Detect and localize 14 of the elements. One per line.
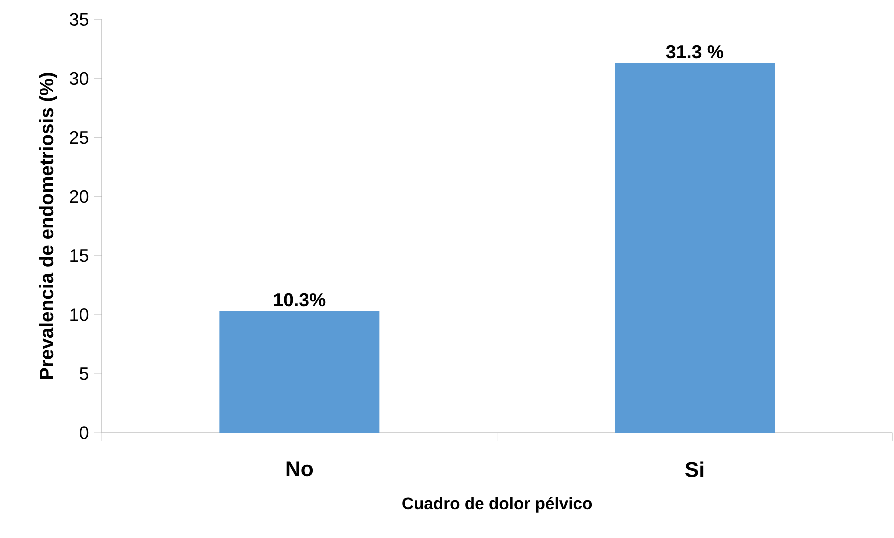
data-label: 31.3 % <box>666 45 724 59</box>
y-tick-label: 15 <box>70 250 89 262</box>
y-tick-label: 0 <box>80 426 89 440</box>
x-axis-title: Cuadro de dolor pélvico <box>402 497 592 513</box>
x-tick-label: No <box>286 462 314 477</box>
data-label: 10.3% <box>274 293 326 307</box>
y-tick-label: 25 <box>70 131 89 144</box>
y-axis-title: Prevalencia de endometriosis (%) <box>39 73 58 380</box>
y-tick-label: 20 <box>70 190 89 204</box>
x-tick-label: Si <box>686 462 704 478</box>
y-tick-label: 5 <box>80 368 89 380</box>
y-tick-label: 10 <box>70 308 89 322</box>
y-tick-label: 30 <box>70 72 89 86</box>
y-tick-label: 35 <box>70 13 89 26</box>
